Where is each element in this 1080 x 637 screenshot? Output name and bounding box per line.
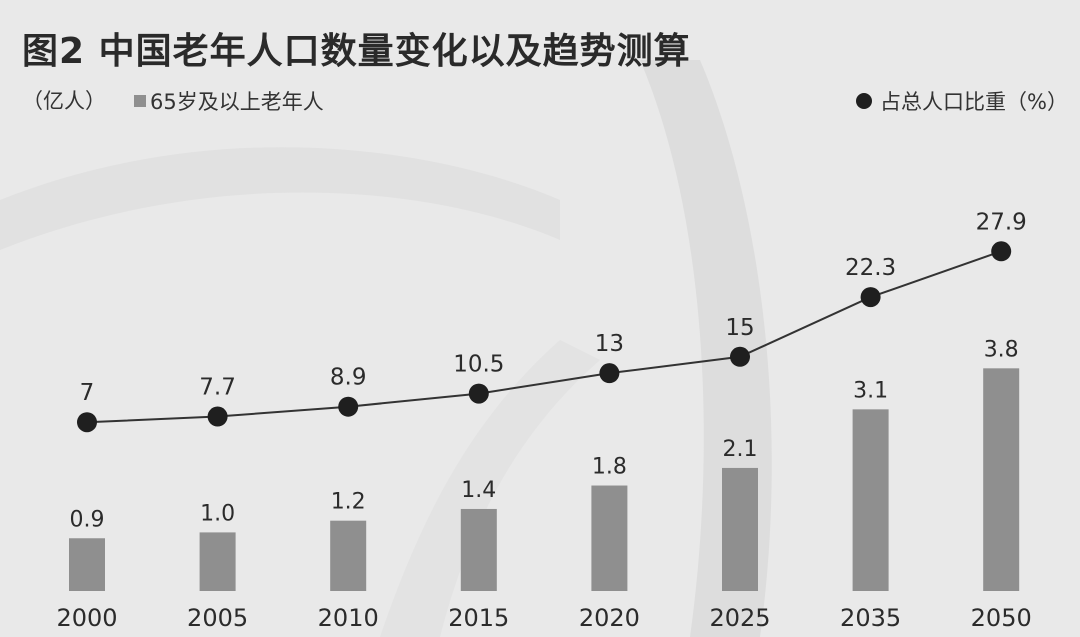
legend-bar-label: 65岁及以上老年人 [150, 90, 324, 114]
bar-2015 [460, 508, 497, 591]
bar-label-2005: 1.0 [200, 501, 235, 526]
point-2050 [991, 241, 1012, 262]
point-label-2020: 13 [595, 331, 624, 357]
bar-label-2050: 3.8 [984, 337, 1019, 362]
point-2035 [860, 287, 881, 308]
x-tick-2020: 2020 [579, 604, 640, 632]
chart-title: 图2 中国老年人口数量变化以及趋势测算 [22, 31, 691, 72]
legend-line-label: 占总人口比重（%） [880, 90, 1068, 114]
legend-bar-swatch [134, 95, 146, 107]
point-2000 [77, 412, 97, 433]
bar-2050 [983, 368, 1020, 591]
point-label-2000: 7 [80, 380, 95, 406]
ratio-line [86, 250, 1002, 424]
point-label-2025: 15 [725, 315, 754, 341]
point-2025 [730, 346, 750, 367]
bar-2035 [852, 409, 889, 591]
bar-label-2000: 0.9 [70, 507, 105, 532]
x-tick-2035: 2035 [840, 604, 901, 632]
legend-line-swatch [856, 93, 873, 109]
point-label-2005: 7.7 [199, 375, 236, 401]
x-tick-2010: 2010 [318, 604, 379, 632]
point-label-2035: 22.3 [845, 255, 896, 281]
bar-label-2020: 1.8 [592, 455, 627, 480]
point-2015 [468, 383, 489, 404]
bar-label-2010: 1.2 [331, 490, 366, 515]
point-2020 [599, 363, 620, 384]
x-tick-2015: 2015 [448, 604, 509, 632]
x-tick-2025: 2025 [709, 604, 770, 632]
bar-2010 [330, 520, 367, 591]
bar-2000 [69, 538, 105, 591]
bar-2020 [591, 485, 628, 591]
bar-2025 [722, 467, 758, 591]
bar-label-2025: 2.1 [723, 437, 758, 462]
point-label-2050: 27.9 [976, 209, 1027, 235]
unit-label: （亿人） [22, 89, 106, 113]
bar-label-2035: 3.1 [853, 378, 888, 403]
x-tick-2000: 2000 [56, 604, 117, 632]
legend-bar: 65岁及以上老年人 [134, 86, 324, 116]
point-2010 [338, 396, 359, 417]
x-tick-2050: 2050 [971, 604, 1032, 632]
bar-2005 [199, 532, 236, 591]
bar-label-2015: 1.4 [461, 478, 496, 503]
legend-line: 占总人口比重（%） [856, 86, 1068, 116]
point-label-2010: 8.9 [330, 365, 367, 391]
point-2005 [207, 406, 228, 427]
x-tick-2005: 2005 [187, 604, 248, 632]
point-label-2015: 10.5 [453, 352, 504, 378]
